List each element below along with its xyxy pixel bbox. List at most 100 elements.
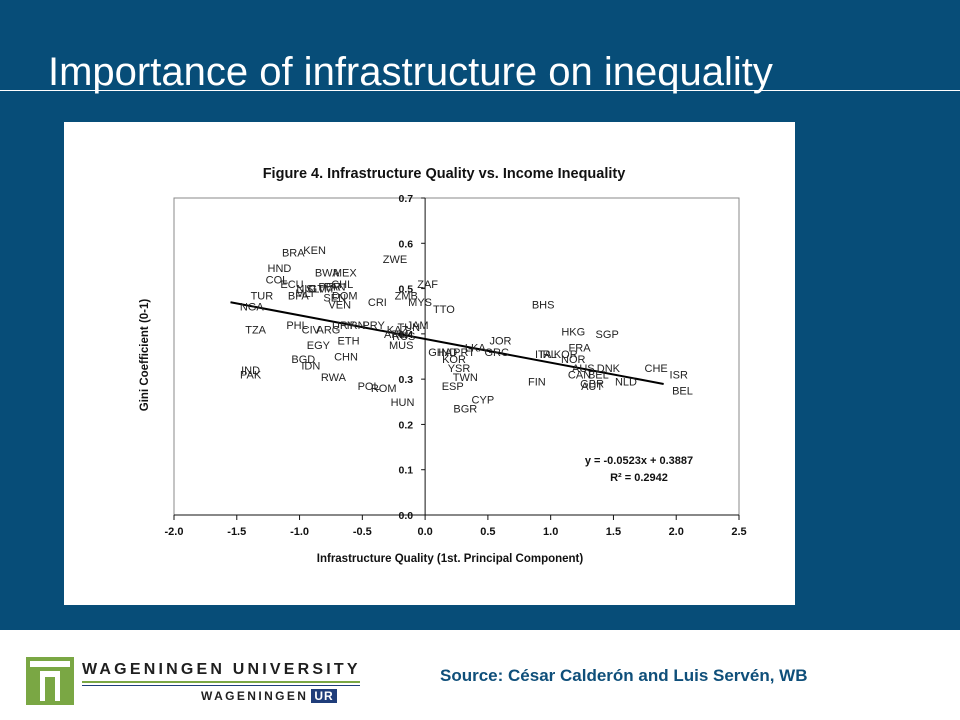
figure-panel: Figure 4. Infrastructure Quality vs. Inc… [64, 122, 795, 605]
x-tick-label: 2.0 [669, 526, 684, 538]
data-point-label: EGY [307, 340, 331, 352]
data-point-label: MYS [408, 297, 432, 309]
data-point-label: IRN [347, 320, 366, 332]
y-tick-label: 0.6 [399, 238, 414, 250]
data-point-label: FRA [569, 342, 592, 354]
data-point-label: ECU [280, 279, 303, 291]
logo-text-wageningen-ur: WAGENINGEN UR [201, 689, 337, 703]
data-point-label: IND [438, 347, 457, 359]
data-point-label: POL [358, 381, 380, 393]
data-point-label: YSR [448, 363, 471, 375]
data-point-label: VEN [328, 299, 351, 311]
data-point-label: CRI [368, 297, 387, 309]
title-divider [0, 90, 960, 91]
data-point-label: ETH [338, 336, 360, 348]
data-point-label: ARG [317, 324, 341, 336]
x-tick-label: 2.5 [731, 526, 746, 538]
data-point-label: GHA [428, 347, 453, 359]
trend-line [230, 301, 664, 385]
data-point-label: CYP [472, 395, 495, 407]
data-point-label: IDN [301, 361, 320, 373]
x-tick-label: 1.0 [543, 526, 558, 538]
data-point-label: GRC [484, 347, 509, 359]
logo-rule-blue [82, 685, 360, 686]
data-point-label: TUR [251, 290, 274, 302]
x-tick-label: -0.5 [353, 526, 372, 538]
data-point-label: HUN [391, 397, 415, 409]
x-tick-label: -1.5 [227, 526, 246, 538]
data-point-label: DNK [597, 363, 621, 375]
logo-text-wageningen: WAGENINGEN [201, 689, 309, 703]
data-point-label: CAN [568, 370, 591, 382]
logo-ur-badge: UR [311, 689, 337, 703]
data-point-label: TZA [245, 324, 266, 336]
x-tick-label: 1.5 [606, 526, 621, 538]
data-point-label: TUN [397, 322, 420, 334]
data-point-label: SEN [323, 293, 346, 305]
data-point-label: ESP [442, 381, 464, 393]
data-point-label: JAM [407, 320, 429, 332]
plot-layer: -2.0 -1.5 -1.0 -0.5 0.0 0.5 1.0 1.5 2.0 2.5 0.0 0.1… [165, 193, 747, 538]
data-point-label: PAK [240, 370, 262, 382]
data-point-label: NLD [615, 376, 637, 388]
slide-title: Importance of infrastructure on inequali… [48, 50, 773, 94]
chart-title: Figure 4. Infrastructure Quality vs. Inc… [263, 166, 626, 182]
data-point-label: IRL [540, 349, 557, 361]
data-point-label: SGP [596, 329, 619, 341]
data-point-label: PER [318, 281, 341, 293]
data-point-label: NGA [240, 302, 265, 314]
data-point-label: TWN [453, 372, 478, 384]
data-point-label: AUT [581, 381, 603, 393]
data-point-label: GBR [580, 379, 604, 391]
data-point-label: ITA [535, 349, 552, 361]
wageningen-logo-icon [26, 657, 74, 705]
data-point-label: KEN [303, 245, 326, 257]
data-point-label: BEL [588, 370, 609, 382]
data-point-label: PHL [286, 320, 307, 332]
scatter-chart: Figure 4. Infrastructure Quality vs. Inc… [139, 166, 747, 565]
y-tick-label: 0.5 [399, 284, 414, 296]
y-tick-label: 0.7 [399, 193, 414, 205]
data-point-label: RWA [321, 372, 347, 384]
university-logo: WAGENINGEN UNIVERSITY WAGENINGEN UR [26, 657, 362, 705]
data-point-label: PAN [324, 281, 346, 293]
data-point-label: RUS [392, 331, 415, 343]
data-point-label: MLI [295, 288, 313, 300]
r-squared: R² = 0.2942 [610, 472, 668, 484]
data-point-label: HND [268, 263, 292, 275]
data-point-label: NIC [296, 284, 315, 296]
source-citation: Source: César Calderón and Luis Servén, … [440, 666, 808, 685]
data-point-label: AUS [572, 363, 595, 375]
data-point-label: ZMB [395, 290, 418, 302]
data-point-label: ISR [670, 370, 688, 382]
data-point-label: IND [241, 365, 260, 377]
y-tick-label: 0.3 [399, 374, 414, 386]
data-point-label: CHL [331, 279, 353, 291]
data-point-label: DOM [332, 290, 358, 302]
data-point-label: ROM [371, 383, 397, 395]
data-point-label: ZAF [417, 279, 438, 291]
x-tick-label: 0.5 [480, 526, 495, 538]
y-axis-label: Gini Coefficient (0-1) [139, 299, 151, 412]
data-point-label: BWA [315, 268, 340, 280]
data-point-label: TTO [433, 304, 455, 316]
data-point-label: BGR [453, 404, 477, 416]
data-point-label: COL [266, 275, 289, 287]
data-point-label: BFA [288, 290, 309, 302]
data-point-label: KOR [442, 354, 466, 366]
slide-footer [0, 630, 960, 720]
data-point-label: MEX [333, 268, 358, 280]
data-point-label: BHS [532, 299, 555, 311]
logo-rule-green [82, 681, 360, 683]
y-tick-label: 0.1 [399, 465, 414, 477]
data-point-label: ZWE [383, 254, 407, 266]
data-point-label: BEL [672, 385, 693, 397]
data-point-label: BRA [282, 247, 305, 259]
logo-text-university: WAGENINGEN UNIVERSITY [82, 661, 361, 678]
data-point-label: PRT [453, 347, 475, 359]
data-point-label: URY [332, 320, 356, 332]
data-point-label: ARM [384, 329, 408, 341]
data-point-label: MUS [389, 340, 413, 352]
data-point-label: JOR [489, 336, 511, 348]
x-tick-label: -2.0 [165, 526, 184, 538]
